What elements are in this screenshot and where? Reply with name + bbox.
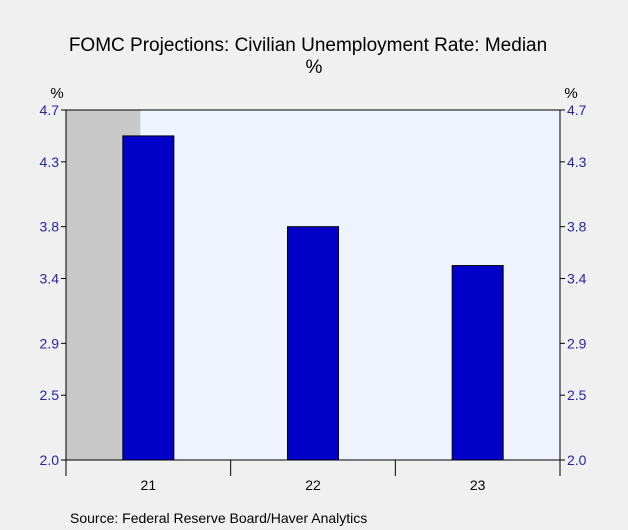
y-tick-label-left: 2.5 — [40, 387, 60, 403]
bar-23 — [451, 265, 504, 461]
y-tick-label-left: 4.3 — [40, 154, 60, 170]
chart-title: FOMC Projections: Civilian Unemployment … — [69, 35, 547, 56]
y-axis-ticks: 2.0 2.0 2.5 2.5 2.9 2.9 3.4 3.4 3.8 3.8 4.3 4.3 4.7 4… — [40, 102, 587, 468]
x-tick-label-22: 22 — [305, 477, 321, 493]
y-tick-label-right: 2.9 — [567, 335, 587, 351]
y-tick-label-left: 2.9 — [40, 335, 60, 351]
y-tick-label-left: 3.8 — [40, 219, 60, 235]
y-axis-unit-right: % — [564, 85, 577, 102]
y-tick-label-left: 2.0 — [40, 452, 60, 468]
y-tick-label-right: 3.4 — [567, 271, 587, 287]
plot-frame — [65, 109, 561, 461]
chart-subtitle: % — [306, 57, 323, 78]
y-axis-unit-left: % — [50, 85, 63, 102]
y-tick-label-right: 2.5 — [567, 387, 587, 403]
y-tick-label-right: 2.0 — [567, 452, 587, 468]
y-tick-label-right: 4.3 — [567, 154, 587, 170]
x-tick-label-23: 23 — [470, 477, 486, 493]
x-axis-ticks: 21 22 23 — [65, 460, 561, 493]
y-tick-label-right: 3.8 — [567, 219, 587, 235]
bar-22 — [287, 226, 339, 461]
bars — [122, 135, 504, 461]
y-tick-label-left: 3.4 — [40, 271, 60, 287]
y-tick-label-right: 4.7 — [567, 102, 587, 118]
y-tick-label-left: 4.7 — [40, 102, 60, 118]
bar-21 — [122, 135, 175, 461]
x-tick-label-21: 21 — [141, 477, 157, 493]
source-note: Source: Federal Reserve Board/Haver Anal… — [70, 510, 367, 526]
